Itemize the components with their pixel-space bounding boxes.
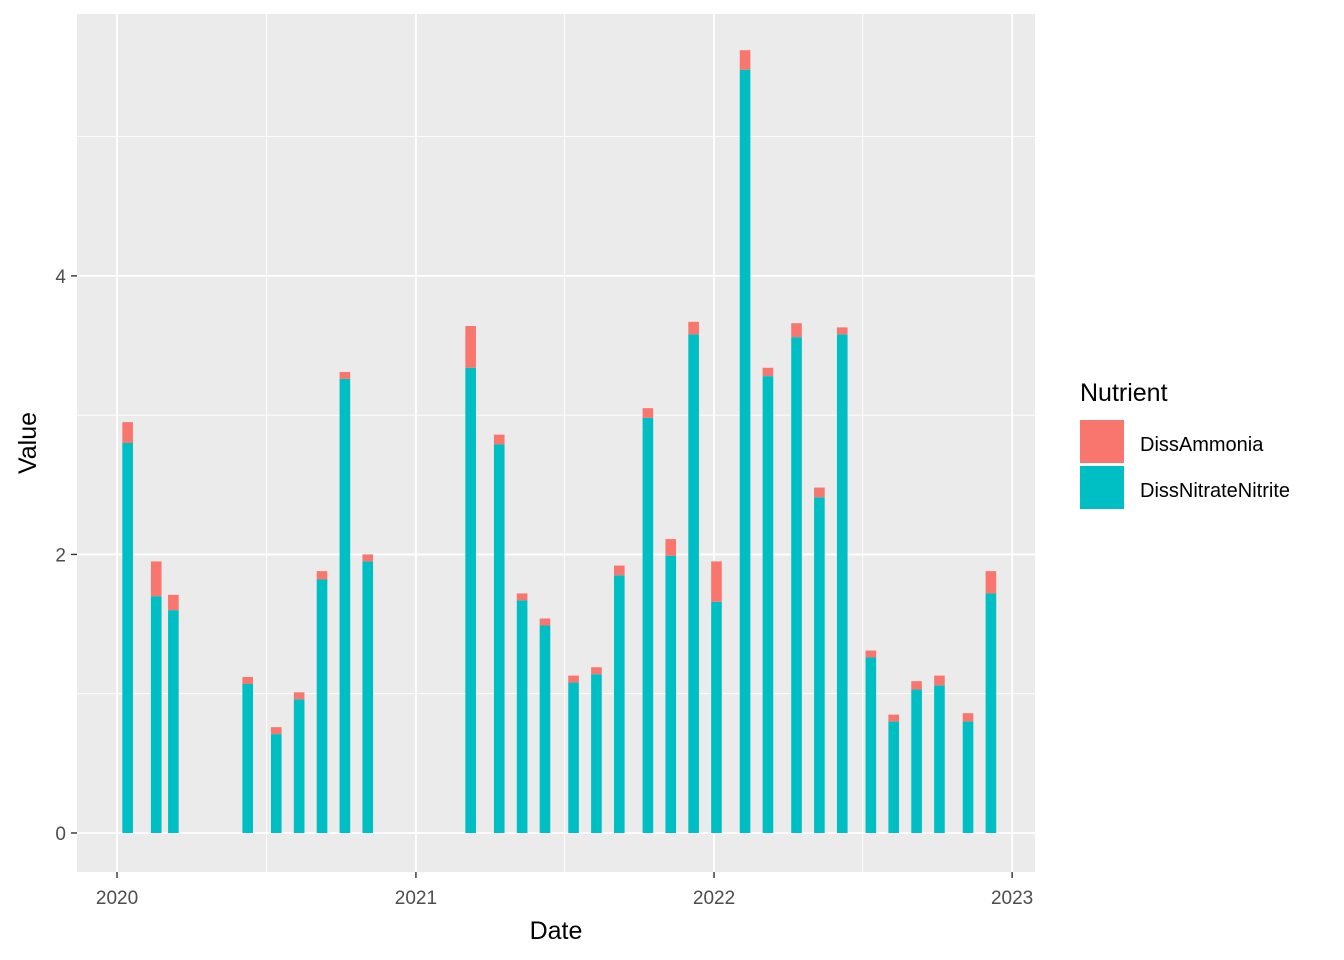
- bar-dissammonia-2022-01-04: [711, 561, 722, 602]
- bar-dissammonia-2022-06-07: [836, 327, 848, 335]
- bar-dissnitratenitrite-2022-11-08: [962, 721, 974, 833]
- legend: Nutrient DissAmmonia DissNitrateNitrite: [1080, 379, 1290, 509]
- bar-dissnitratenitrite-2022-08-09: [888, 721, 900, 833]
- bar-dissammonia-2021-07-13: [568, 675, 579, 683]
- bar-dissammonia-2021-08-10: [591, 667, 602, 675]
- bar-dissnitratenitrite-2021-05-11: [516, 600, 528, 833]
- bar-dissnitratenitrite-2020-02-18: [150, 596, 162, 833]
- bar-dissammonia-2022-03-08: [762, 367, 774, 377]
- bar-dissnitratenitrite-2020-10-06: [339, 378, 351, 833]
- bar-dissnitratenitrite-2021-07-13: [568, 682, 579, 833]
- legend-key-dissnitratenitrite: [1080, 466, 1124, 509]
- bar-dissnitratenitrite-2022-06-07: [836, 334, 848, 833]
- bar-dissammonia-2022-11-08: [962, 713, 974, 722]
- bar-dissammonia-2022-07-12: [865, 650, 877, 658]
- bar-dissammonia-2020-07-14: [270, 727, 282, 735]
- bar-dissammonia-2021-09-07: [613, 565, 625, 576]
- bar-dissammonia-2021-11-09: [665, 539, 677, 556]
- legend-label-dissammonia: DissAmmonia: [1140, 434, 1264, 456]
- bar-dissnitratenitrite-2022-03-08: [762, 376, 774, 833]
- bar-dissnitratenitrite-2020-09-08: [316, 579, 328, 833]
- bar-dissnitratenitrite-2022-09-06: [911, 689, 922, 833]
- x-tick-label: 2021: [395, 888, 437, 909]
- bar-dissammonia-2022-10-04: [934, 675, 945, 686]
- bar-dissnitratenitrite-2021-11-09: [665, 555, 677, 833]
- bar-dissammonia-2021-12-07: [688, 321, 699, 335]
- bar-dissammonia-2020-02-18: [150, 561, 162, 597]
- bar-dissnitratenitrite-2020-11-03: [362, 561, 374, 833]
- bar-dissammonia-2021-04-13: [493, 434, 505, 445]
- bar-dissammonia-2022-08-09: [888, 714, 900, 722]
- bar-dissammonia-2020-06-09: [242, 677, 254, 684]
- bar-dissammonia-2020-01-14: [122, 422, 133, 443]
- bar-dissnitratenitrite-2022-04-12: [791, 337, 802, 833]
- bar-dissammonia-2022-04-12: [791, 323, 802, 338]
- bar-dissnitratenitrite-2022-05-10: [814, 497, 825, 833]
- bar-dissammonia-2021-10-12: [642, 408, 654, 418]
- bar-dissammonia-2020-09-08: [316, 571, 328, 580]
- bar-dissnitratenitrite-2022-07-12: [865, 657, 877, 833]
- bar-dissnitratenitrite-2021-12-07: [688, 334, 699, 833]
- bars-layer: [122, 50, 997, 833]
- y-tick-label: 0: [55, 824, 66, 845]
- bar-dissnitratenitrite-2021-03-09: [465, 367, 476, 833]
- bar-dissnitratenitrite-2022-12-06: [985, 593, 997, 833]
- x-axis: 2020 2021 2022 2023: [96, 872, 1033, 909]
- bar-dissammonia-2022-12-06: [985, 571, 997, 594]
- bar-dissnitratenitrite-2021-09-07: [613, 575, 625, 833]
- bar-dissnitratenitrite-2020-01-14: [122, 443, 133, 833]
- bar-dissnitratenitrite-2020-03-10: [168, 610, 179, 833]
- bar-dissnitratenitrite-2022-02-08: [739, 69, 751, 833]
- bar-dissnitratenitrite-2022-01-04: [711, 601, 722, 833]
- bar-dissammonia-2022-02-08: [739, 50, 751, 70]
- legend-key-dissammonia: [1080, 420, 1124, 463]
- bar-dissammonia-2022-09-06: [911, 681, 922, 690]
- bar-dissammonia-2021-03-09: [465, 326, 476, 368]
- bar-dissnitratenitrite-2020-07-14: [270, 734, 282, 833]
- legend-label-dissnitratenitrite: DissNitrateNitrite: [1140, 480, 1290, 502]
- bar-dissammonia-2020-08-11: [293, 692, 305, 700]
- bar-dissammonia-2022-05-10: [814, 487, 825, 498]
- x-tick-label: 2020: [96, 888, 138, 909]
- bar-dissnitratenitrite-2021-08-10: [591, 674, 602, 833]
- x-tick-label: 2022: [693, 888, 735, 909]
- legend-title: Nutrient: [1080, 379, 1168, 407]
- bar-dissammonia-2020-03-10: [168, 594, 179, 611]
- bar-dissnitratenitrite-2021-06-08: [539, 625, 551, 833]
- bar-dissnitratenitrite-2021-10-12: [642, 417, 654, 833]
- bar-dissammonia-2020-10-06: [339, 371, 351, 379]
- x-axis-title: Date: [530, 917, 583, 945]
- y-tick-label: 4: [55, 267, 66, 288]
- bar-dissnitratenitrite-2021-04-13: [493, 444, 505, 833]
- bar-dissammonia-2021-06-08: [539, 618, 551, 626]
- bar-dissammonia-2021-05-11: [516, 593, 528, 601]
- bar-dissnitratenitrite-2020-08-11: [293, 699, 305, 833]
- bar-dissnitratenitrite-2022-10-04: [934, 685, 945, 833]
- x-tick-label: 2023: [991, 888, 1033, 909]
- bar-dissammonia-2020-11-03: [362, 554, 374, 562]
- y-tick-label: 2: [55, 545, 66, 566]
- y-axis-title: Value: [14, 412, 42, 474]
- bar-dissnitratenitrite-2020-06-09: [242, 683, 254, 833]
- y-axis: 0 2 4: [55, 267, 77, 845]
- minor-gridlines: [77, 14, 1035, 872]
